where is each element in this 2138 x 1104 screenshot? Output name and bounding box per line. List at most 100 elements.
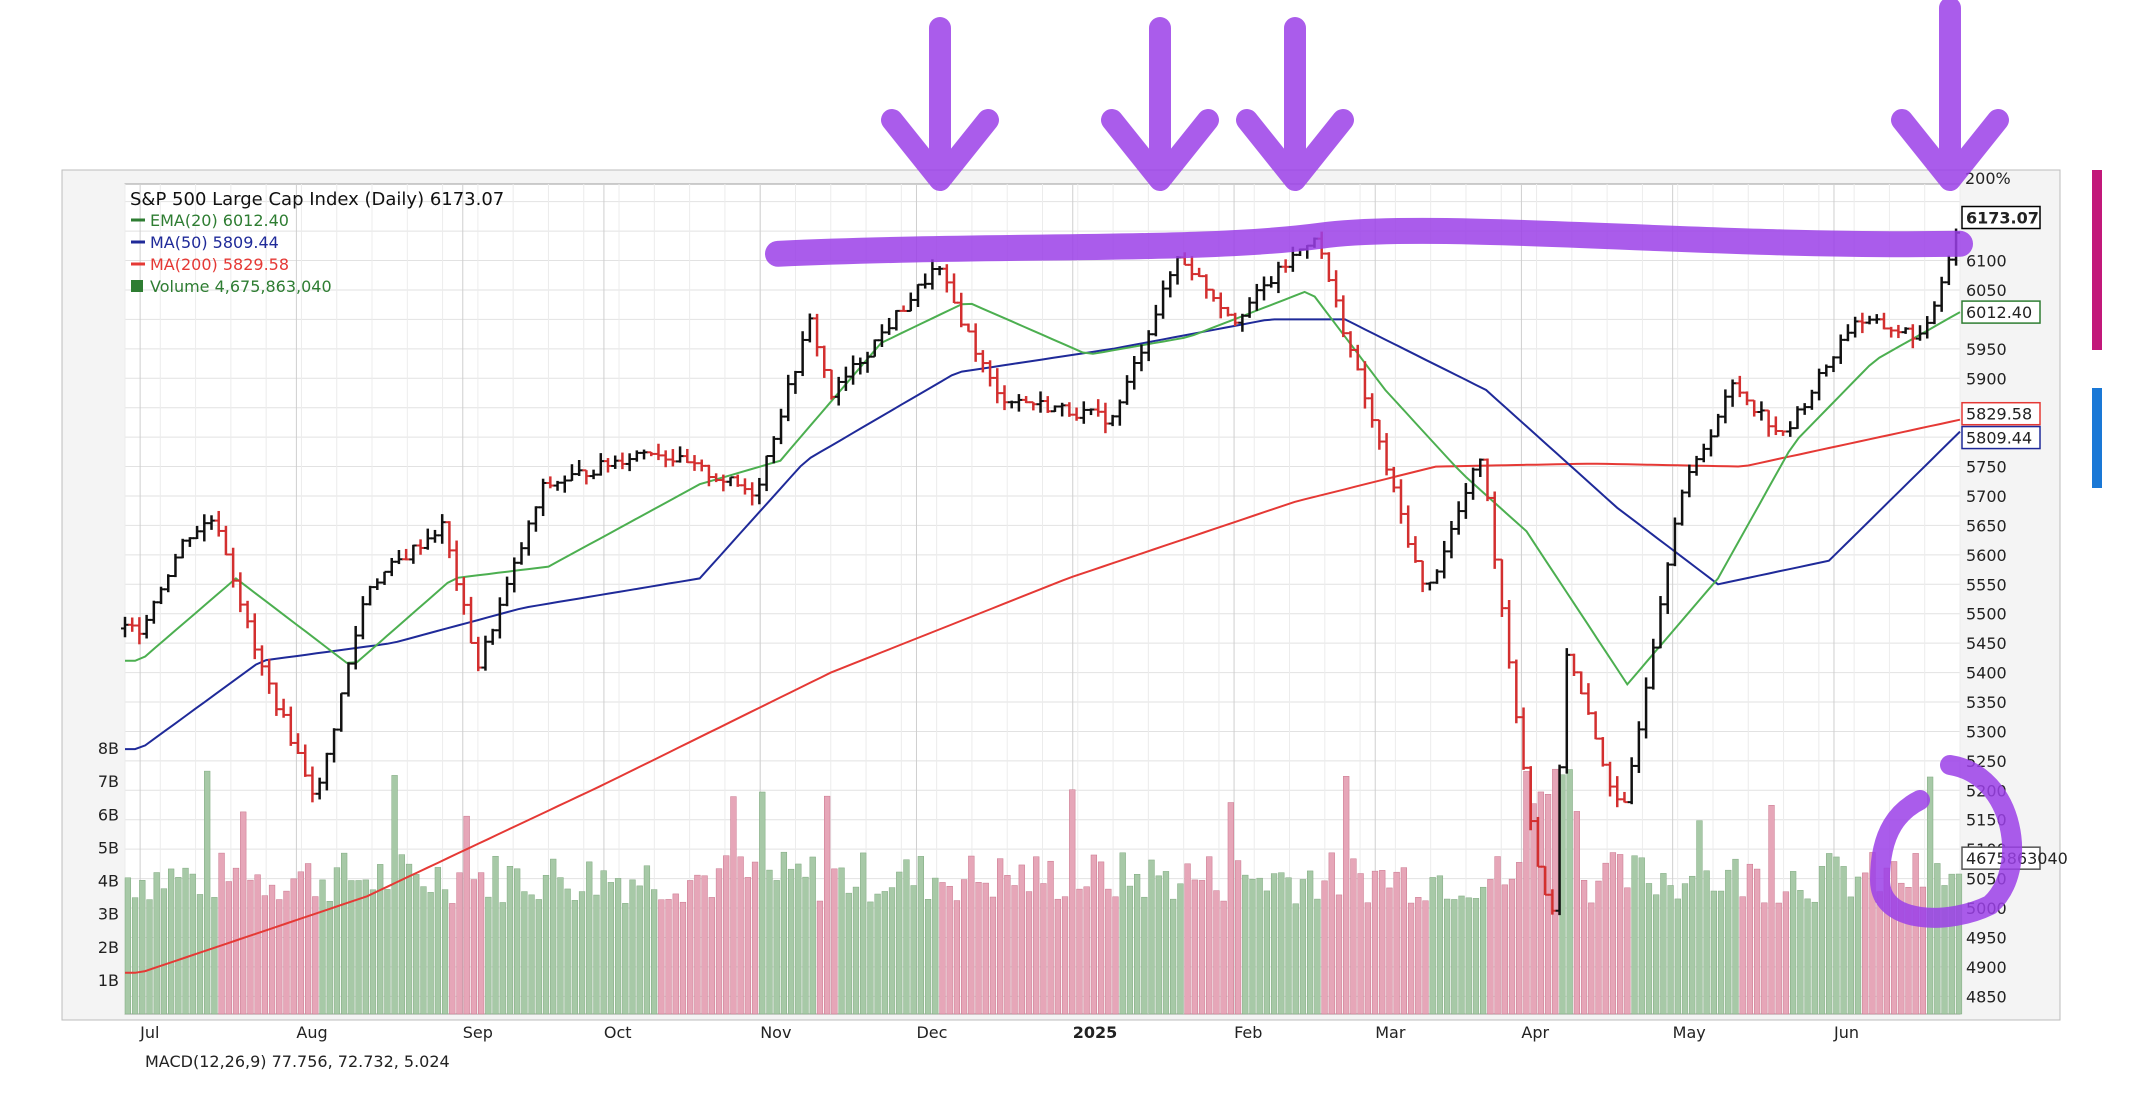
volume-axis-ticks: 1B 2B 3B 4B 5B 6B 7B 8B: [98, 739, 119, 990]
volume-bar: [377, 864, 384, 1015]
volume-bar: [542, 875, 550, 1015]
volume-bar: [1638, 857, 1645, 1015]
volume-bar: [535, 899, 542, 1015]
volume-bar: [1501, 884, 1508, 1015]
volume-bar: [932, 877, 939, 1015]
volume-bar: [1386, 887, 1393, 1015]
volume-bar: [1508, 878, 1516, 1015]
legend-ma50: MA(50) 5809.44: [150, 233, 279, 252]
x-tick-Mar: Mar: [1375, 1023, 1406, 1042]
vol-tick-3B: 3B: [98, 905, 119, 924]
volume-bar: [1191, 879, 1198, 1015]
volume-bar: [665, 899, 672, 1015]
macd-label: MACD(12,26,9) 77.756, 72.732, 5.024: [145, 1052, 450, 1071]
volume-bar: [600, 870, 607, 1015]
volume-bar: [557, 877, 564, 1015]
legend: S&P 500 Large Cap Index (Daily) 6173.07 …: [130, 189, 504, 296]
y-tick-5700: 5700: [1966, 487, 2007, 506]
volume-bar: [1155, 875, 1162, 1015]
y-tick-5300: 5300: [1966, 722, 2007, 741]
x-tick-Aug: Aug: [296, 1023, 327, 1042]
volume-bar: [888, 887, 896, 1015]
volume-bar: [816, 900, 824, 1015]
volume-bar: [1537, 791, 1544, 1015]
x-tick-2025: 2025: [1073, 1023, 1118, 1042]
hand-drawn-annotations: [765, 0, 2022, 928]
volume-bar: [521, 891, 528, 1015]
volume-bar: [477, 872, 485, 1015]
volume-bar: [1364, 902, 1371, 1015]
volume-bar: [1033, 856, 1040, 1015]
volume-bar: [1660, 873, 1667, 1015]
volume-bar: [636, 885, 643, 1015]
volume-bar: [1890, 861, 1898, 1015]
volume-bar: [1934, 863, 1941, 1015]
volume-bar: [1321, 880, 1328, 1015]
volume-bar: [1573, 811, 1581, 1015]
volume-bar: [960, 879, 968, 1015]
vol-tick-6B: 6B: [98, 805, 119, 824]
volume-bar: [1898, 882, 1905, 1015]
volume-bar: [824, 795, 831, 1015]
volume-bar: [276, 899, 283, 1015]
volume-bar: [1263, 890, 1271, 1015]
volume-bar: [759, 791, 766, 1015]
legend-ma200: MA(200) 5829.58: [150, 255, 289, 274]
ma200-line: [125, 418, 1961, 974]
volume-bar: [1487, 879, 1494, 1015]
volume-bar: [809, 856, 816, 1015]
volume-bar: [124, 877, 132, 1015]
volume-bar: [441, 889, 449, 1015]
volume-bar: [384, 889, 391, 1015]
volume-bar: [1162, 871, 1170, 1015]
badge-box-3: [1961, 425, 2041, 450]
volume-bar: [1782, 891, 1790, 1015]
volume-bar: [348, 880, 355, 1015]
volume-bar: [1047, 860, 1054, 1015]
volume-bar: [189, 873, 196, 1015]
y-tick-5500: 5500: [1966, 605, 2007, 624]
volume-bar: [362, 879, 369, 1015]
volume-bar: [1761, 902, 1768, 1015]
volume-bar: [903, 859, 910, 1015]
volume-bar: [1299, 879, 1307, 1015]
volume-bar: [1588, 902, 1595, 1015]
y-tick-5450: 5450: [1966, 634, 2007, 653]
volume-bar: [240, 811, 247, 1015]
volume-bar: [867, 901, 874, 1015]
volume-bar: [1307, 870, 1314, 1015]
volume-bar: [268, 884, 276, 1015]
volume-bar: [1804, 898, 1811, 1015]
volume-bar: [744, 877, 751, 1015]
y-tick-4950: 4950: [1966, 928, 2007, 947]
volume-bar: [593, 894, 600, 1015]
y-tick-5950: 5950: [1966, 340, 2007, 359]
volume-bar: [153, 872, 160, 1015]
volume-bar: [1674, 898, 1681, 1015]
y-tick-5750: 5750: [1966, 458, 2007, 477]
badge-5809.44: 5809.44: [1966, 429, 2032, 448]
volume-bar: [737, 856, 744, 1015]
volume-bar: [341, 852, 348, 1015]
volume-bar: [1818, 866, 1826, 1015]
vol-tick-2B: 2B: [98, 938, 119, 957]
volume-bar: [715, 868, 723, 1015]
volume-bar: [168, 868, 175, 1015]
volume-bar: [1826, 853, 1833, 1015]
volume-bar: [751, 861, 759, 1015]
volume-bar: [1768, 805, 1775, 1015]
x-tick-Dec: Dec: [916, 1023, 947, 1042]
volume-bar: [1790, 871, 1797, 1015]
volume-circle: [1869, 755, 2022, 928]
volume-bar: [679, 901, 687, 1015]
volume-bar: [831, 868, 838, 1015]
volume-bar: [1126, 885, 1134, 1015]
y-tick-5650: 5650: [1966, 516, 2007, 535]
volume-bar: [405, 863, 413, 1015]
volume-bar: [1912, 853, 1919, 1015]
badge-6173.07: 6173.07: [1966, 209, 2039, 228]
volume-bar: [1148, 859, 1155, 1015]
resistance-line: [765, 217, 1973, 267]
volume-bar: [1919, 886, 1927, 1015]
volume-bar: [975, 882, 982, 1015]
